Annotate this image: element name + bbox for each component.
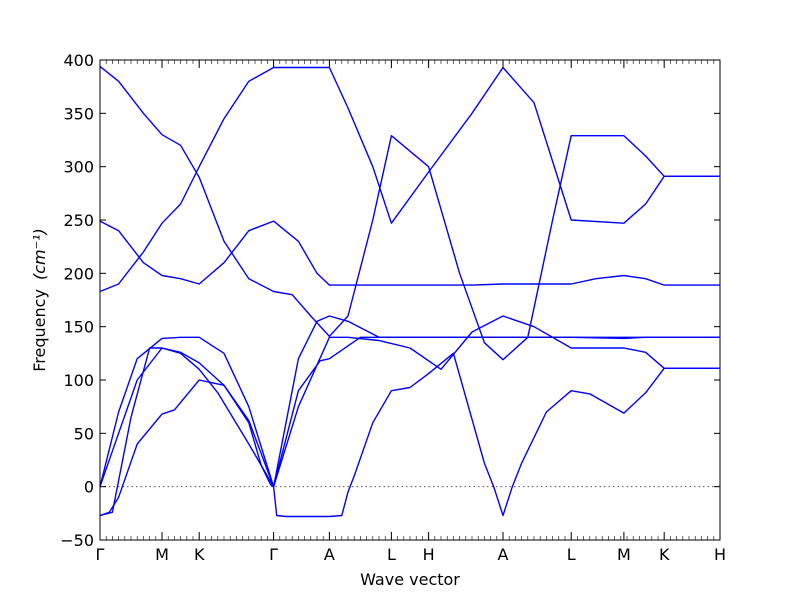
y-tick-label: −50 (60, 531, 94, 550)
x-tick-label: A (498, 545, 509, 564)
band-line-6 (99, 66, 720, 293)
x-tick-label: Γ (269, 545, 278, 564)
y-axis-label-text: Frequency (30, 289, 49, 372)
y-tick-label: 200 (63, 264, 94, 283)
y-tick-label: 350 (63, 104, 94, 123)
y-tick-label: 0 (84, 478, 94, 497)
band-line-7 (99, 65, 720, 361)
x-tick-label: L (387, 545, 396, 564)
x-tick-label: M (617, 545, 631, 564)
band-line-5 (99, 220, 720, 286)
y-tick-label: 250 (63, 211, 94, 230)
x-tick-label: Γ (96, 545, 105, 564)
x-tick-label: K (194, 545, 205, 564)
y-tick-label: 300 (63, 158, 94, 177)
y-tick-label: 150 (63, 318, 94, 337)
x-tick-label: H (714, 545, 726, 564)
x-axis-label: Wave vector (360, 570, 460, 589)
y-axis-label-unit: (cm⁻¹) (30, 228, 49, 280)
plot-frame (99, 59, 721, 541)
band-line-4 (99, 315, 720, 517)
y-tick-label: 400 (63, 51, 94, 70)
y-tick-label: 50 (74, 424, 94, 443)
y-axis: −50 0 50 100 150 200 250 300 350 400 (60, 51, 720, 550)
x-tick-label: M (155, 545, 169, 564)
x-tick-label: H (423, 545, 435, 564)
x-tick-label: L (567, 545, 576, 564)
plot-area (99, 65, 720, 518)
y-axis-label: Frequency (cm⁻¹) (30, 228, 49, 371)
band-line-1 (99, 352, 720, 518)
x-tick-label: A (324, 545, 335, 564)
y-tick-label: 100 (63, 371, 94, 390)
x-tick-label: K (659, 545, 670, 564)
band-line-3 (99, 315, 720, 488)
